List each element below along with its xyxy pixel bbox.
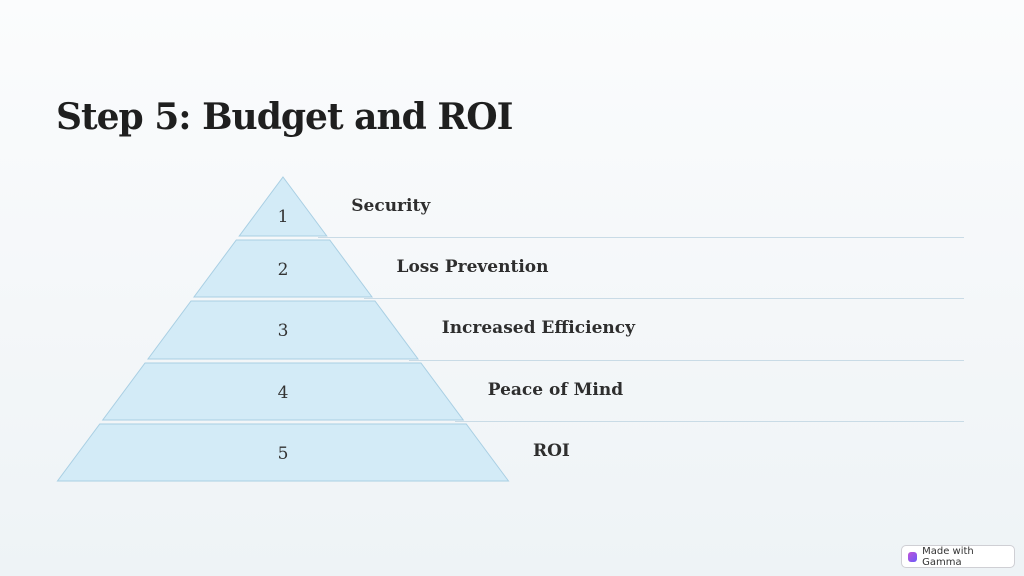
level-divider [454,421,964,422]
pyramid-level-label: Increased Efficiency [441,318,635,338]
pyramid-level-label: Loss Prevention [396,257,549,277]
pyramid-level-label: ROI [533,441,570,461]
pyramid-level-2 [192,239,374,298]
pyramid-level-1 [238,176,328,237]
pyramid-level-4 [101,362,465,421]
pyramid-level-label: Security [351,196,431,216]
gamma-logo-icon [908,551,918,562]
level-divider [409,360,964,361]
pyramid-level-5 [56,423,510,482]
badge-label: Made with Gamma [922,545,974,568]
pyramid-level-3 [146,300,420,360]
made-with-gamma-badge[interactable]: Made with Gamma [901,545,1015,568]
pyramid-level-number: 1 [277,206,289,227]
level-divider [318,237,964,238]
pyramid-level-number: 4 [277,382,289,403]
level-divider [363,298,964,299]
pyramid-level-number: 5 [277,443,289,464]
page-title: Step 5: Budget and ROI [56,96,513,138]
pyramid-level-number: 3 [277,321,289,341]
pyramid-level-number: 2 [277,259,289,280]
pyramid-level-label: Peace of Mind [487,380,624,400]
